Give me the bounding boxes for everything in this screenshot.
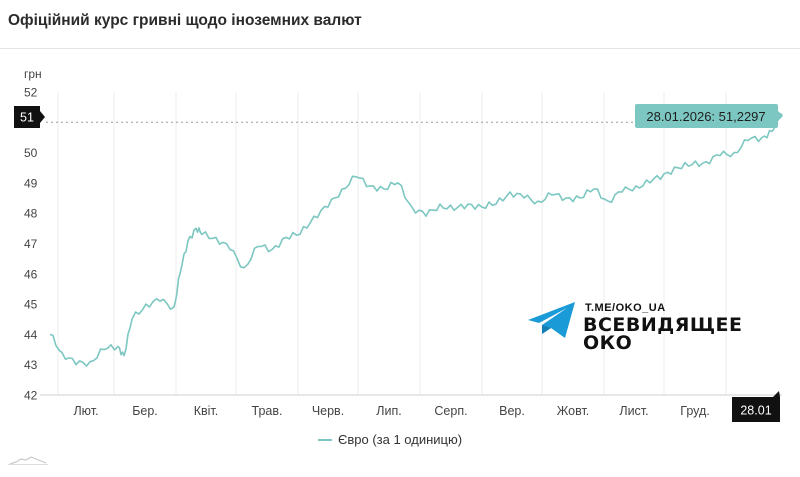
y-tick-label: 52 [24,86,38,100]
chart-grid [57,92,727,395]
tooltip-text: 28.01.2026: 51,2297 [646,109,765,124]
x-tick-label: Трав. [252,404,283,418]
x-axis: Лют. Бер. Квіт. Трав. Черв. Лип. Серп. Вер. Жовт… [73,404,709,418]
watermark-name-line2: ОКО [583,332,633,354]
x-tick-label: Квіт. [194,404,219,418]
y-highlight-label: 51 [20,111,34,125]
y-tick-label: 49 [24,176,38,190]
navigator-thumbnail[interactable] [8,452,48,466]
legend[interactable]: Євро (за 1 одиницю) [318,432,462,447]
x-tick-label: Серп. [434,404,467,418]
x-end-marker: 28.01 [732,391,780,422]
x-tick-label: Груд. [680,404,709,418]
y-tick-label: 44 [24,328,38,342]
x-tick-label: Лют. [73,404,98,418]
y-tick-label: 42 [24,389,38,403]
series-line-euro[interactable] [49,115,781,367]
y-axis: грн 42 43 44 45 46 47 48 49 50 52 [24,67,42,403]
y-tick-label: 50 [24,146,38,160]
y-highlight-marker: 51 [14,106,45,128]
x-tick-label: Жовт. [557,404,590,418]
x-tick-label: Лист. [619,404,648,418]
page-title: Офіційний курс гривні щодо іноземних вал… [8,12,362,29]
y-tick-label: 47 [24,237,38,251]
x-tick-label: Вер. [499,404,525,418]
y-unit-label: грн [24,67,42,81]
y-tick-label: 43 [24,358,38,372]
telegram-plane-icon [528,302,575,338]
y-tick-label: 45 [24,298,38,312]
y-tick-label: 48 [24,207,38,221]
x-end-label: 28.01 [740,404,771,418]
watermark-url: T.ME/OKO_UA [585,302,666,314]
title-divider [0,48,800,49]
watermark-logo: T.ME/OKO_UA ВСЕВИДЯЩЕЕ ОКО [527,300,742,353]
y-tick-label: 46 [24,267,38,281]
legend-label: Євро (за 1 одиницю) [338,432,463,447]
watermark-name-line1: ВСЕВИДЯЩЕЕ [583,314,743,336]
x-tick-label: Бер. [132,404,158,418]
watermark-name: ВСЕВИДЯЩЕЕ ОКО [583,314,743,354]
tooltip: 28.01.2026: 51,2297 [635,104,783,128]
legend-swatch [318,438,332,441]
x-tick-label: Лип. [376,404,401,418]
x-tick-label: Черв. [312,404,344,418]
